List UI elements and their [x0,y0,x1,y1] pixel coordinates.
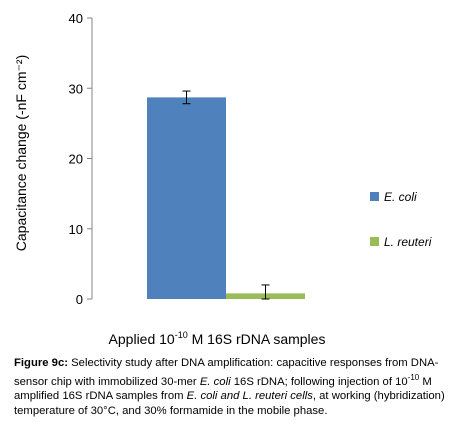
caption-text-4: , at working (hybridization) temperature… [14,389,445,417]
error-bars [182,90,270,300]
y-tick-label: 0 [76,292,83,307]
caption-text-1: Selectivity study after DNA amplificatio… [14,357,439,388]
error-bar-2 [261,284,270,300]
y-tick-label: 20 [69,152,83,167]
caption-text-3: M amplified 16S rDNA samples from [14,375,432,402]
x-axis-label-superscript: -10 [175,330,188,340]
caption-italic-organisms: E. coli and L. reuteri cells [186,389,313,402]
x-axis-label-prefix: Applied 10 [109,331,175,347]
y-tick-label: 10 [69,222,83,237]
y-axis-ticks: 0 10 20 30 40 [69,11,92,307]
error-bar-1 [182,90,191,105]
y-tick-label: 40 [69,11,83,26]
bars [147,97,305,299]
legend-swatch-1 [370,192,379,201]
legend-label-2: L. reuteri [384,235,432,249]
caption-figure-label: Figure 9c: [14,357,68,369]
caption-italic-ecoli: E. coli [199,375,231,388]
bar-1 [147,97,226,299]
legend-swatch-2 [370,237,379,246]
caption-text-2: 16S rDNA; following injection of 10 [230,375,408,388]
y-tick-label: 30 [69,81,83,96]
y-axis-label: Capacitance change (-nF cm⁻²) [13,55,29,251]
x-axis-label: Applied 10-10 M 16S rDNA samples [109,330,326,347]
figure-caption: Figure 9c: Selectivity study after DNA a… [14,356,446,418]
legend: E. coli L. reuteri [370,190,432,249]
legend-label-1: E. coli [384,190,417,204]
caption-superscript: -10 [407,372,420,382]
x-axis-label-suffix: M 16S rDNA samples [188,331,326,347]
